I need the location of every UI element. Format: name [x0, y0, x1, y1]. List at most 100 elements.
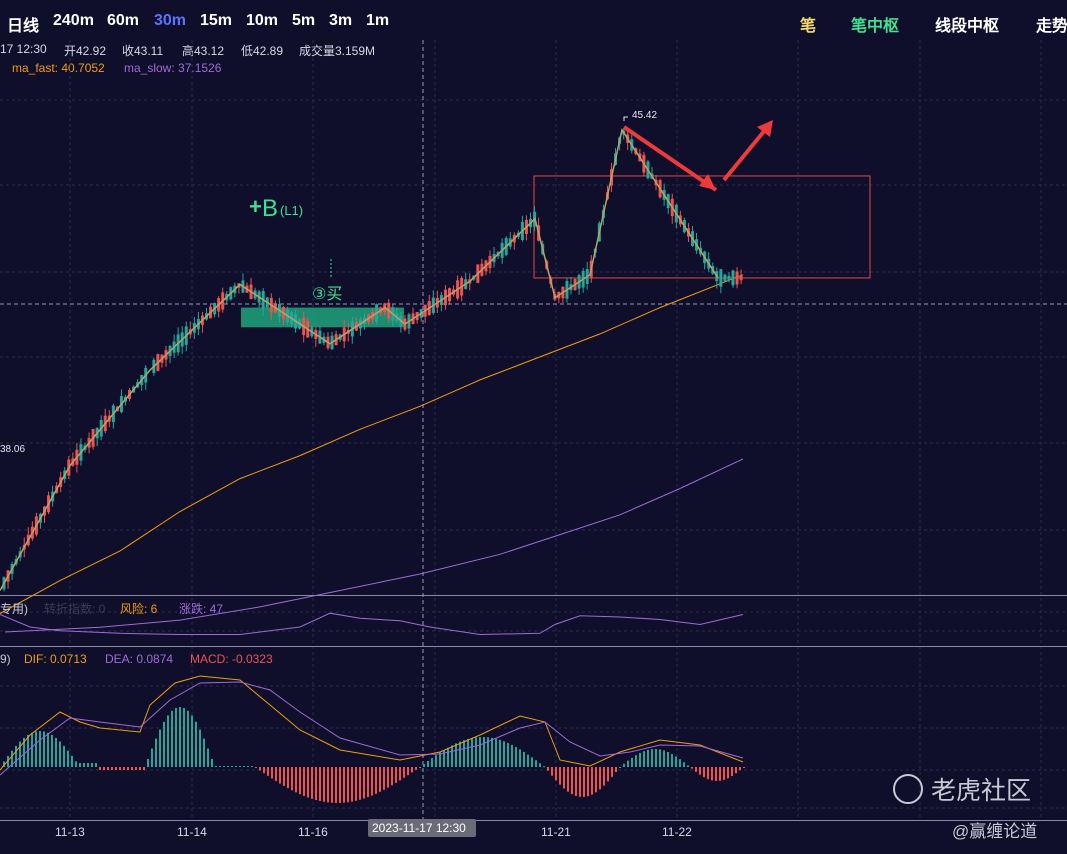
macd-bar — [591, 767, 593, 795]
ma-fast-legend: ma_fast: 40.7052 — [12, 61, 105, 75]
timeframe-tab-2[interactable]: 60m — [107, 12, 140, 29]
indicator1-prefix: 专用) — [0, 602, 28, 616]
macd-bar — [479, 737, 481, 767]
macd-bar — [303, 767, 305, 796]
macd-bar — [163, 721, 165, 767]
macd-bar — [663, 750, 665, 767]
macd-bar — [467, 738, 469, 767]
timeframe-toolbar: 日线 240m 60m 30m 15m 10m 5m 3m 1m 笔 笔中枢 线段中枢 走势 — [0, 0, 1067, 40]
macd-bar — [59, 741, 61, 767]
price-label-high: 45.42 — [632, 110, 657, 121]
macd-bar — [687, 765, 689, 767]
timeframe-tab-0[interactable]: 日线 — [7, 18, 40, 35]
macd-bar — [219, 766, 221, 767]
arrow-down-head — [699, 174, 716, 190]
x-tick-label: 11-21 — [541, 825, 571, 839]
macd-bar — [511, 744, 513, 767]
mode-toggle-1[interactable]: 笔中枢 — [851, 18, 900, 35]
macd-bar — [155, 738, 157, 767]
macd-bar — [539, 763, 541, 767]
macd-bar — [187, 710, 189, 767]
timeframe-tab-6[interactable]: 5m — [292, 12, 316, 29]
macd-bar — [439, 752, 441, 767]
macd-bar — [311, 767, 313, 799]
macd-bar — [143, 767, 145, 770]
macd-bar — [159, 729, 161, 767]
macd-bar — [115, 767, 117, 770]
mode-toggle-2[interactable]: 线段中枢 — [935, 18, 1000, 35]
macd-bar — [695, 767, 697, 772]
candles — [2, 128, 743, 592]
macd-bar — [103, 767, 105, 770]
macd-bar — [435, 755, 437, 767]
macd-bar — [119, 767, 121, 770]
macd-bar — [55, 737, 57, 767]
macd-bar — [175, 707, 177, 767]
watermark-brand-text: 老虎社区 — [931, 777, 1032, 805]
macd-bar — [507, 742, 509, 767]
buy-plus-marker: + — [249, 194, 262, 219]
macd-bar — [659, 749, 661, 767]
macd-bar — [19, 741, 21, 767]
macd-bar — [455, 743, 457, 767]
macd-bar — [111, 767, 113, 770]
buy3-label: ③买 — [312, 284, 342, 303]
macd-value: MACD: -0.0323 — [190, 652, 273, 666]
ohlc-datetime: 17 12:30 — [0, 42, 47, 56]
macd-bar — [691, 767, 693, 769]
macd-bar — [171, 710, 173, 767]
indicator1-change: 涨跌: 47 — [179, 602, 224, 616]
macd-bar — [415, 767, 417, 770]
macd-bar — [543, 766, 545, 768]
macd-bar — [423, 763, 425, 767]
macd-bar — [179, 707, 181, 767]
x-tick-label: 11-16 — [298, 825, 328, 839]
macd-bar — [223, 766, 225, 767]
timeframe-tab-3[interactable]: 30m — [154, 12, 187, 29]
macd-bar — [15, 745, 17, 767]
macd-bar — [43, 731, 45, 767]
bi-stroke-line — [0, 127, 719, 591]
macd-bar — [367, 767, 369, 798]
macd-bar — [323, 767, 325, 802]
macd-bar — [743, 767, 745, 768]
crosshair-time-box — [368, 819, 476, 837]
mode-toggle-3[interactable]: 走势 — [1036, 18, 1067, 35]
macd-bar — [519, 749, 521, 767]
macd-bar — [239, 766, 241, 767]
timeframe-tab-5[interactable]: 10m — [246, 12, 279, 29]
macd-bar — [631, 757, 633, 767]
macd-bar — [283, 767, 285, 786]
macd-bar — [727, 767, 729, 779]
macd-bar — [535, 760, 537, 767]
macd-bar — [75, 761, 77, 767]
macd-bar — [443, 749, 445, 767]
timeframe-tab-1[interactable]: 240m — [53, 12, 94, 29]
macd-bar — [167, 715, 169, 767]
macd-bar — [227, 766, 229, 767]
timeframe-tab-8[interactable]: 1m — [366, 12, 390, 29]
macd-bar — [267, 767, 269, 776]
macd-bar — [595, 767, 597, 793]
ohlc-low: 低42.89 — [241, 44, 284, 58]
ma-fast-line — [0, 274, 744, 614]
macd-bar — [7, 755, 9, 767]
macd-bar — [299, 767, 301, 795]
indicator1-faded-label: 转折指数: 0 — [44, 602, 106, 616]
timeframe-tab-4[interactable]: 15m — [200, 12, 233, 29]
x-tick-label: 11-14 — [177, 825, 207, 839]
macd-bar — [151, 748, 153, 767]
macd-histogram — [3, 707, 745, 803]
macd-bar — [319, 767, 321, 802]
mode-toggle-0[interactable]: 笔 — [800, 18, 817, 35]
timeframe-tab-7[interactable]: 3m — [329, 12, 353, 29]
macd-dif: DIF: 0.0713 — [24, 652, 87, 666]
macd-bar — [23, 737, 25, 767]
macd-bar — [183, 707, 185, 767]
macd-bar — [215, 766, 217, 767]
macd-bar — [211, 758, 213, 767]
macd-bar — [371, 767, 373, 796]
buy-signal-label: B — [262, 195, 278, 222]
macd-bar — [527, 754, 529, 767]
